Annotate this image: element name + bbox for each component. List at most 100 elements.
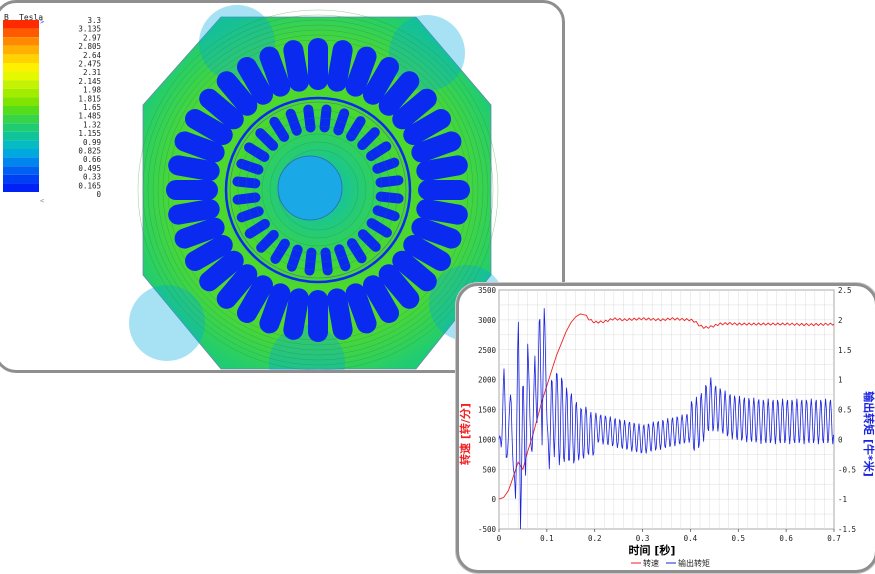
stator-slot xyxy=(418,180,470,200)
stator-slot xyxy=(362,275,399,323)
rotor-contour xyxy=(269,141,367,239)
scale-value-label: 1.485 xyxy=(78,112,101,121)
stator-slot xyxy=(174,217,225,249)
y-right-tick-label: 0.5 xyxy=(838,406,852,415)
y-right-tick-label: 1 xyxy=(838,376,843,385)
flux-contour xyxy=(152,24,484,356)
stator-slot xyxy=(283,288,309,340)
left-axis-label: 转速 [转/分] xyxy=(459,403,472,465)
rotor-contour xyxy=(237,109,399,271)
rotor-bar xyxy=(236,206,264,223)
stator-slot xyxy=(363,57,399,105)
rotor-bar xyxy=(286,244,303,272)
stator-slot xyxy=(411,131,462,163)
flux-contour xyxy=(142,14,494,366)
stator-slot xyxy=(259,283,291,334)
stator-slot xyxy=(174,131,225,163)
y-right-tick-label: 2 xyxy=(838,316,843,325)
scale-max-marker: > xyxy=(40,18,44,26)
scale-swatch xyxy=(3,54,39,63)
stator-slot xyxy=(237,275,273,323)
torque-series-line xyxy=(498,308,834,530)
stator-slot xyxy=(199,88,244,130)
scale-value-label: 0.99 xyxy=(83,138,101,147)
flux-contour xyxy=(162,34,474,346)
scale-value-label: 1.98 xyxy=(83,86,102,95)
y-left-tick-label: 2500 xyxy=(478,346,497,355)
x-tick-label: 0.6 xyxy=(779,534,793,543)
scale-unit-label: Tesla xyxy=(19,13,43,22)
scale-swatch xyxy=(3,123,39,132)
flux-tint xyxy=(129,285,205,361)
scale-swatch xyxy=(3,28,39,38)
stator-slot xyxy=(392,250,437,292)
stator-slot xyxy=(416,199,468,225)
right-axis-label: 输出转矩 [牛*米] xyxy=(862,391,875,477)
scale-swatch xyxy=(3,45,39,55)
scale-swatch xyxy=(3,71,39,81)
scale-top-label: B xyxy=(4,13,9,22)
scale-swatch xyxy=(3,37,39,46)
stator-slot xyxy=(403,109,451,145)
y-right-tick-label: -1.5 xyxy=(838,525,856,534)
scale-value-label: 0 xyxy=(96,190,101,199)
y-left-tick-label: -500 xyxy=(478,525,497,534)
flux-tint xyxy=(199,5,275,81)
scale-swatch xyxy=(3,114,39,124)
stator-slot xyxy=(216,71,258,116)
air-gap xyxy=(224,96,412,284)
flux-contour xyxy=(157,29,479,351)
stator-slot xyxy=(416,155,468,181)
stator-slot xyxy=(168,155,220,181)
y-left-tick-label: 500 xyxy=(482,465,496,474)
stator-slot xyxy=(378,71,420,116)
scale-swatch xyxy=(3,131,39,141)
y-right-tick-label: -1 xyxy=(838,495,847,504)
scale-value-label: 1.65 xyxy=(83,103,101,112)
scale-swatch xyxy=(3,63,39,72)
x-tick-label: 0.2 xyxy=(588,534,602,543)
scale-swatch xyxy=(3,149,39,158)
speed-torque-chart: 0 0.1 0.2 0.3 0.4 0.5 0.6 0.7-50005001000150020… xyxy=(459,286,875,568)
flux-contour xyxy=(147,19,489,361)
y-right-tick-label: 1.5 xyxy=(838,346,852,355)
x-tick-label: 0.4 xyxy=(684,534,698,543)
rotor-bar xyxy=(372,157,400,174)
scale-swatch xyxy=(3,20,39,29)
rotor-contour xyxy=(261,133,375,247)
stator-slot xyxy=(237,57,273,105)
scale-value-label: 2.805 xyxy=(78,42,101,51)
stator-slot xyxy=(168,199,220,225)
stator-slot xyxy=(216,264,258,309)
stator-slot xyxy=(185,109,233,145)
scale-swatch xyxy=(3,80,39,89)
stator-slot xyxy=(392,88,437,130)
stator-slot xyxy=(308,38,328,90)
chart-legend: 转速 输出转矩 xyxy=(631,558,710,568)
stator-slot xyxy=(283,40,309,92)
scale-value-label: 0.495 xyxy=(78,164,101,173)
speed-series-line xyxy=(498,313,835,500)
scale-swatch xyxy=(3,157,39,167)
rotor-bar xyxy=(372,205,400,222)
motor-cross-section xyxy=(129,5,505,370)
rotor-bar xyxy=(285,108,302,136)
x-tick-label: 0.5 xyxy=(732,534,746,543)
scale-value-label: 0.825 xyxy=(78,147,101,156)
chart-series xyxy=(498,308,835,530)
scale-swatch xyxy=(3,174,39,184)
stator-slot xyxy=(199,250,244,292)
legend-label-torque: 输出转矩 xyxy=(678,558,710,568)
scale-value-label: 0.165 xyxy=(78,181,101,190)
stator-slot xyxy=(345,283,377,334)
speed-torque-chart-panel: 0 0.1 0.2 0.3 0.4 0.5 0.6 0.7 -500 0 500 1000 1500 20… xyxy=(456,283,875,573)
y-right-tick-label: -0.5 xyxy=(838,465,856,474)
y-left-tick-label: 1500 xyxy=(478,406,497,415)
stator-slot xyxy=(166,180,218,200)
scale-swatch xyxy=(3,140,39,149)
x-tick-label: 0.7 xyxy=(827,534,841,543)
scale-value-label: 3.3 xyxy=(87,16,101,25)
y-right-tick-label: 0 xyxy=(838,435,843,444)
y-left-tick-label: 3500 xyxy=(478,286,497,295)
legend-label-speed: 转速 xyxy=(643,558,659,568)
